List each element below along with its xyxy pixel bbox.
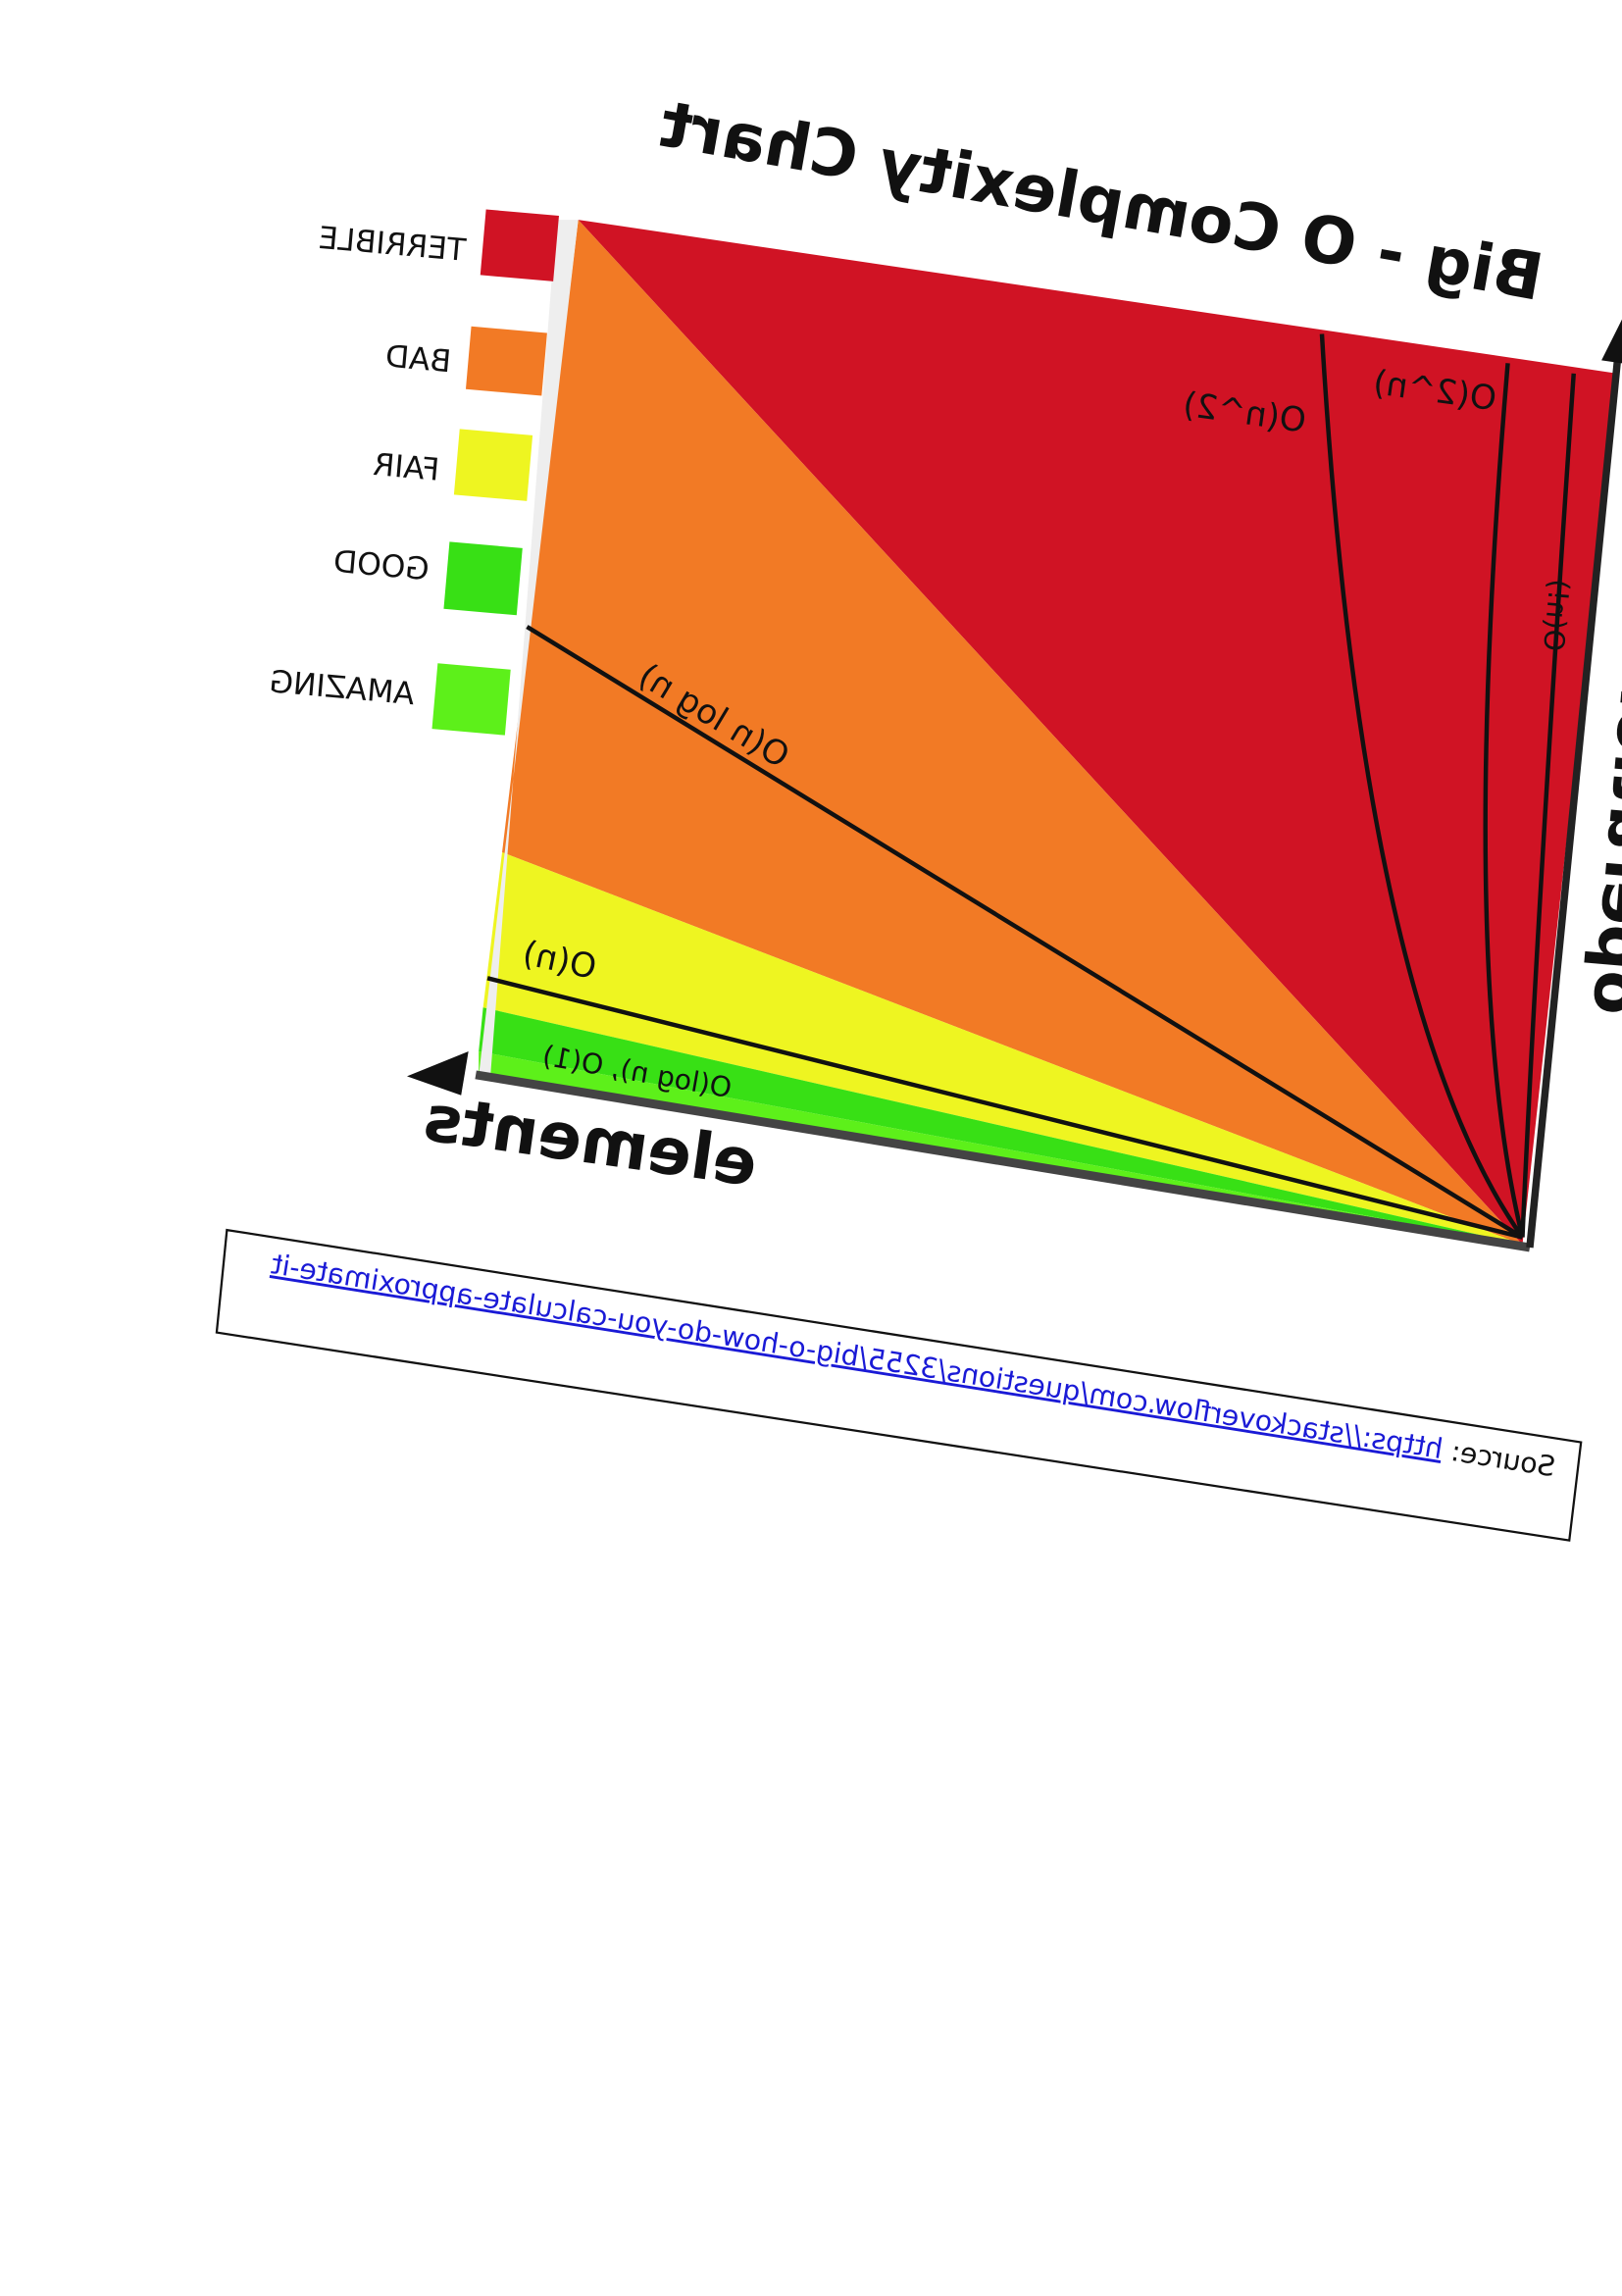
bad-region: [502, 220, 1523, 1246]
y-axis: [1526, 358, 1622, 1249]
source-box: [215, 1228, 1583, 1542]
fair-region: [482, 851, 1523, 1246]
legend-label: TERRIBLE: [317, 221, 468, 269]
legend-label: GOOD: [332, 544, 431, 587]
terrible-region: [578, 220, 1618, 1246]
curves: [486, 333, 1576, 1240]
good-region: [479, 1007, 1523, 1246]
legend-swatch: [431, 663, 511, 736]
x-axis: [475, 1070, 1531, 1252]
legend-label: AMAZING: [268, 664, 416, 712]
curve-n2: [1319, 333, 1525, 1239]
legend-label: FAIR: [372, 447, 440, 488]
x-arrow: [406, 1050, 469, 1096]
curve-n: [486, 976, 1524, 1240]
curve-2n: [1483, 363, 1525, 1239]
legend-label: BAD: [384, 339, 453, 381]
chart-edge: [479, 220, 579, 1077]
legend-swatch: [443, 541, 523, 616]
legend-swatch: [480, 209, 559, 281]
curve-label: O(n!): [1537, 578, 1575, 652]
curve-nfact: [1520, 373, 1576, 1238]
curve-nlogn: [526, 625, 1524, 1240]
y-arrow: [1601, 319, 1622, 364]
legend-swatch: [453, 429, 533, 501]
legend-swatch: [465, 326, 547, 396]
